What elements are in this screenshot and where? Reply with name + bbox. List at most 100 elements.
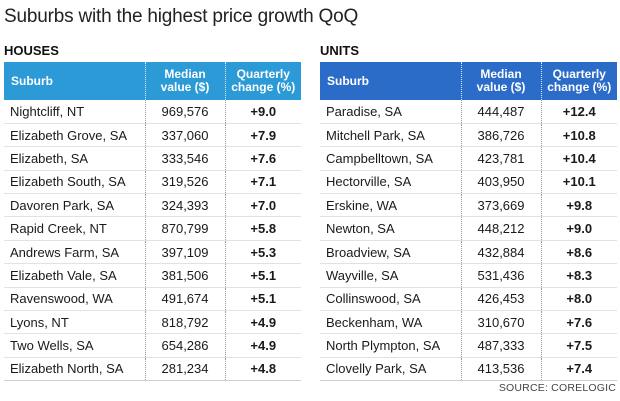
median-value-cell: 444,487 — [460, 100, 541, 124]
median-value-cell: 373,669 — [460, 193, 541, 218]
median-value-cell: 386,726 — [460, 123, 541, 148]
suburb-cell: Hectorville, SA — [320, 170, 461, 195]
suburb-cell: Nightcliff, NT — [4, 100, 145, 124]
quarterly-change-cell: +9.0 — [224, 100, 301, 124]
units-table-header: Suburb Median value ($) Quarterly change (… — [320, 62, 617, 100]
quarterly-change-cell: +7.0 — [224, 193, 301, 218]
median-value-cell: 333,546 — [144, 146, 225, 171]
median-value-cell: 423,781 — [460, 146, 541, 171]
median-value-cell: 448,212 — [460, 216, 541, 241]
median-value-cell: 281,234 — [144, 357, 225, 382]
suburb-cell: North Plympton, SA — [320, 333, 461, 358]
quarterly-change-cell: +9.8 — [540, 193, 617, 218]
table-row: Elizabeth Vale, SA 381,506 +5.1 — [4, 263, 301, 288]
table-row: Rapid Creek, NT 870,799 +5.8 — [4, 216, 301, 241]
table-row: Ravenswood, WA 491,674 +5.1 — [4, 287, 301, 312]
quarterly-change-cell: +7.1 — [224, 170, 301, 195]
quarterly-change-cell: +7.6 — [224, 146, 301, 171]
suburb-cell: Campbelltown, SA — [320, 146, 461, 171]
median-value-cell: 432,884 — [460, 240, 541, 265]
table-row: Clovelly Park, SA 413,536 +7.4 — [320, 357, 617, 382]
suburb-cell: Ravenswood, WA — [4, 287, 145, 312]
median-value-cell: 491,674 — [144, 287, 225, 312]
median-value-cell: 310,670 — [460, 310, 541, 335]
quarterly-change-cell: +7.5 — [540, 333, 617, 358]
suburb-cell: Elizabeth, SA — [4, 146, 145, 171]
suburb-cell: Beckenham, WA — [320, 310, 461, 335]
median-value-cell: 413,536 — [460, 357, 541, 382]
table-row: Beckenham, WA 310,670 +7.6 — [320, 310, 617, 335]
quarterly-change-cell: +7.4 — [540, 357, 617, 382]
quarterly-change-cell: +8.6 — [540, 240, 617, 265]
quarterly-change-cell: +10.1 — [540, 170, 617, 195]
units-table-body: Paradise, SA 444,487 +12.4 Mitchell Park, S… — [320, 100, 617, 382]
houses-label: HOUSES — [4, 43, 59, 58]
quarterly-change-cell: +8.3 — [540, 263, 617, 288]
median-value-cell: 319,526 — [144, 170, 225, 195]
suburb-cell: Rapid Creek, NT — [4, 216, 145, 241]
quarterly-change-cell: +5.1 — [224, 287, 301, 312]
suburb-cell: Two Wells, SA — [4, 333, 145, 358]
suburb-cell: Collinswood, SA — [320, 287, 461, 312]
table-row: Collinswood, SA 426,453 +8.0 — [320, 287, 617, 312]
houses-table: Suburb Median value ($) Quarterly change (… — [4, 62, 301, 382]
table-row: Campbelltown, SA 423,781 +10.4 — [320, 146, 617, 171]
table-row: Lyons, NT 818,792 +4.9 — [4, 310, 301, 335]
table-row: Wayville, SA 531,436 +8.3 — [320, 263, 617, 288]
houses-table-body: Nightcliff, NT 969,576 +9.0 Elizabeth Grove… — [4, 100, 301, 382]
column-header-median-value: Median value ($) — [144, 62, 225, 100]
quarterly-change-cell: +5.1 — [224, 263, 301, 288]
column-header-quarterly-change: Quarterly change (%) — [540, 62, 617, 100]
table-row: North Plympton, SA 487,333 +7.5 — [320, 333, 617, 358]
suburb-cell: Lyons, NT — [4, 310, 145, 335]
suburb-cell: Elizabeth North, SA — [4, 357, 145, 382]
suburb-cell: Newton, SA — [320, 216, 461, 241]
houses-section: HOUSES Suburb Median value ($) Quarterly c… — [4, 43, 301, 382]
quarterly-change-cell: +9.0 — [540, 216, 617, 241]
table-row: Newton, SA 448,212 +9.0 — [320, 216, 617, 241]
suburb-cell: Wayville, SA — [320, 263, 461, 288]
table-row: Paradise, SA 444,487 +12.4 — [320, 100, 617, 124]
suburb-cell: Davoren Park, SA — [4, 193, 145, 218]
quarterly-change-cell: +10.8 — [540, 123, 617, 148]
median-value-cell: 381,506 — [144, 263, 225, 288]
quarterly-change-cell: +5.8 — [224, 216, 301, 241]
suburb-cell: Mitchell Park, SA — [320, 123, 461, 148]
median-value-cell: 531,436 — [460, 263, 541, 288]
median-value-cell: 397,109 — [144, 240, 225, 265]
median-value-cell: 818,792 — [144, 310, 225, 335]
houses-table-header: Suburb Median value ($) Quarterly change (… — [4, 62, 301, 100]
column-header-median-value: Median value ($) — [460, 62, 541, 100]
median-value-cell: 969,576 — [144, 100, 225, 124]
column-header-suburb: Suburb — [320, 62, 461, 100]
quarterly-change-cell: +4.9 — [224, 310, 301, 335]
median-value-cell: 654,286 — [144, 333, 225, 358]
table-row: Elizabeth Grove, SA 337,060 +7.9 — [4, 123, 301, 148]
column-header-suburb: Suburb — [4, 62, 145, 100]
suburb-cell: Broadview, SA — [320, 240, 461, 265]
suburb-cell: Elizabeth Vale, SA — [4, 263, 145, 288]
quarterly-change-cell: +4.8 — [224, 357, 301, 382]
suburb-cell: Clovelly Park, SA — [320, 357, 461, 382]
suburb-cell: Elizabeth South, SA — [4, 170, 145, 195]
quarterly-change-cell: +10.4 — [540, 146, 617, 171]
units-label: UNITS — [320, 43, 359, 58]
units-table: Suburb Median value ($) Quarterly change (… — [320, 62, 617, 382]
units-section: UNITS Suburb Median value ($) Quarterly ch… — [320, 43, 617, 382]
suburb-cell: Andrews Farm, SA — [4, 240, 145, 265]
table-row: Broadview, SA 432,884 +8.6 — [320, 240, 617, 265]
table-row: Elizabeth, SA 333,546 +7.6 — [4, 146, 301, 171]
table-row: Two Wells, SA 654,286 +4.9 — [4, 333, 301, 358]
median-value-cell: 403,950 — [460, 170, 541, 195]
suburb-cell: Paradise, SA — [320, 100, 461, 124]
quarterly-change-cell: +7.9 — [224, 123, 301, 148]
table-row: Mitchell Park, SA 386,726 +10.8 — [320, 123, 617, 148]
suburb-cell: Elizabeth Grove, SA — [4, 123, 145, 148]
quarterly-change-cell: +8.0 — [540, 287, 617, 312]
table-row: Elizabeth South, SA 319,526 +7.1 — [4, 170, 301, 195]
suburb-cell: Erskine, WA — [320, 193, 461, 218]
table-row: Erskine, WA 373,669 +9.8 — [320, 193, 617, 218]
median-value-cell: 487,333 — [460, 333, 541, 358]
column-header-quarterly-change: Quarterly change (%) — [224, 62, 301, 100]
source-credit: SOURCE: CORELOGIC — [498, 382, 616, 394]
